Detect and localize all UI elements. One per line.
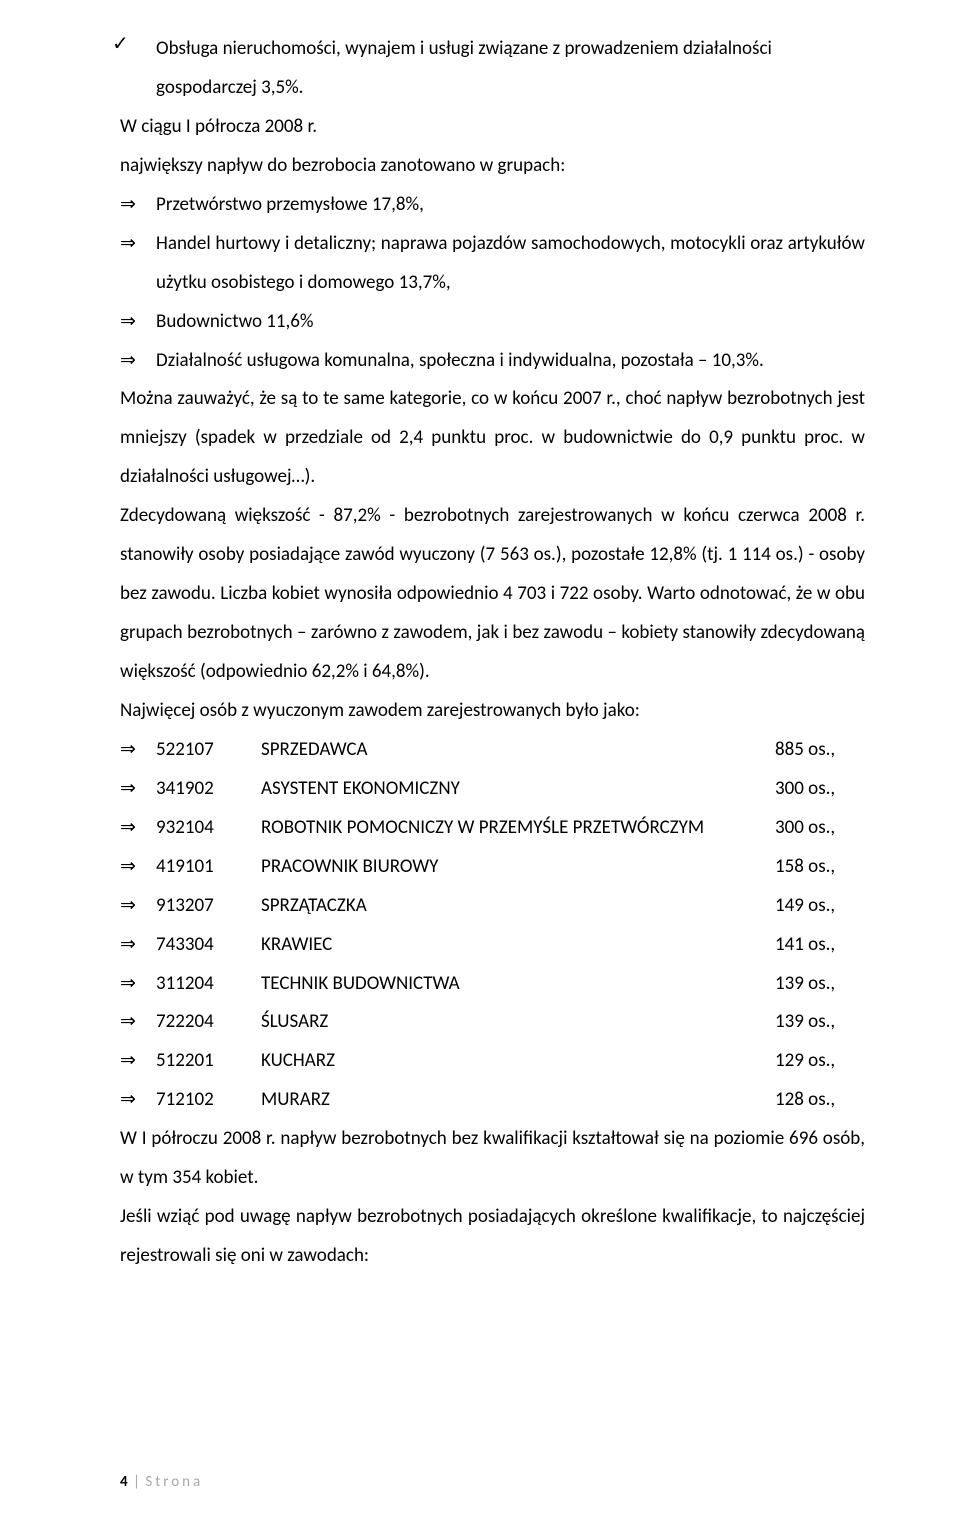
occupation-row: ⇒ 932104ROBOTNIK POMOCNICZY W PRZEMYŚLE P… [120, 809, 865, 848]
arrow-right-icon: ⇒ [120, 225, 136, 264]
checklist-item: ✓ Obsługa nieruchomości, wynajem i usług… [120, 30, 865, 69]
occupation-code: 743304 [156, 926, 261, 965]
occupation-code: 311204 [156, 965, 261, 1004]
occupation-count: 885 os., [775, 731, 865, 770]
arrow-right-icon: ⇒ [120, 848, 136, 887]
arrow-right-icon: ⇒ [120, 926, 136, 965]
occupation-name: KUCHARZ [261, 1042, 775, 1081]
occupation-code: 512201 [156, 1042, 261, 1081]
arrow-right-icon: ⇒ [120, 1042, 136, 1081]
document-page: ✓ Obsługa nieruchomości, wynajem i usług… [0, 0, 960, 1513]
occupation-row: ⇒ 722204ŚLUSARZ139 os., [120, 1003, 865, 1042]
occupations-intro: Najwięcej osób z wyuczonym zawodem zarej… [120, 692, 865, 731]
bullet-text: Budownictwo 11,6% [156, 310, 314, 333]
occupation-count: 149 os., [775, 887, 865, 926]
footer-label: Strona [145, 1473, 203, 1491]
occupation-row: ⇒ 512201KUCHARZ129 os., [120, 1042, 865, 1081]
page-number: 4 [120, 1473, 128, 1491]
occupation-name: MURARZ [261, 1081, 775, 1120]
occupation-name: ASYSTENT EKONOMICZNY [261, 770, 775, 809]
footer-separator: | [133, 1473, 140, 1491]
bullet-text: Przetwórstwo przemysłowe 17,8%, [156, 193, 424, 216]
arrow-right-icon: ⇒ [120, 186, 136, 225]
occupation-name: PRACOWNIK BIUROWY [261, 848, 775, 887]
arrow-right-icon: ⇒ [120, 303, 136, 342]
occupation-name: ROBOTNIK POMOCNICZY W PRZEMYŚLE PRZETWÓR… [261, 809, 775, 848]
occupation-name: SPRZEDAWCA [261, 731, 775, 770]
occupation-count: 300 os., [775, 809, 865, 848]
occupation-row: ⇒ 419101PRACOWNIK BIUROWY158 os., [120, 848, 865, 887]
occupation-count: 141 os., [775, 926, 865, 965]
arrow-right-icon: ⇒ [120, 1003, 136, 1042]
occupations-list: ⇒ 522107SPRZEDAWCA885 os., ⇒ 341902ASYSTENT… [120, 731, 865, 1120]
arrow-right-icon: ⇒ [120, 1081, 136, 1120]
inflow-bullet-4: ⇒ Działalność usługowa komunalna, społec… [120, 342, 865, 381]
occupation-count: 139 os., [775, 1003, 865, 1042]
occupation-count: 300 os., [775, 770, 865, 809]
occupation-count: 158 os., [775, 848, 865, 887]
occupation-row: ⇒ 522107SPRZEDAWCA885 os., [120, 731, 865, 770]
occupation-row: ⇒ 743304KRAWIEC141 os., [120, 926, 865, 965]
occupation-row: ⇒ 311204TECHNIK BUDOWNICTWA139 os., [120, 965, 865, 1004]
occupation-count: 139 os., [775, 965, 865, 1004]
arrow-right-icon: ⇒ [120, 887, 136, 926]
occupation-code: 419101 [156, 848, 261, 887]
bullet-text: Działalność usługowa komunalna, społeczn… [156, 349, 764, 372]
paragraph-inflow-intro: największy napływ do bezrobocia zanotowa… [120, 147, 865, 186]
arrow-right-icon: ⇒ [120, 965, 136, 1004]
inflow-bullet-1: ⇒ Przetwórstwo przemysłowe 17,8%, [120, 186, 865, 225]
occupation-code: 522107 [156, 731, 261, 770]
paragraph-with-qualifications: Jeśli wziąć pod uwagę napływ bezrobotnyc… [120, 1198, 865, 1276]
occupation-name: ŚLUSARZ [261, 1003, 775, 1042]
occupation-count: 129 os., [775, 1042, 865, 1081]
inflow-bullet-2: ⇒ Handel hurtowy i detaliczny; naprawa p… [120, 225, 865, 303]
arrow-right-icon: ⇒ [120, 809, 136, 848]
occupation-row: ⇒ 712102MURARZ128 os., [120, 1081, 865, 1120]
occupation-count: 128 os., [775, 1081, 865, 1120]
occupation-row: ⇒ 341902ASYSTENT EKONOMICZNY300 os., [120, 770, 865, 809]
arrow-right-icon: ⇒ [120, 770, 136, 809]
inflow-bullet-3: ⇒ Budownictwo 11,6% [120, 303, 865, 342]
occupation-code: 712102 [156, 1081, 261, 1120]
occupation-row: ⇒ 913207SPRZĄTACZKA149 os., [120, 887, 865, 926]
page-footer: 4 | Strona [120, 1473, 203, 1491]
checklist-text-line-1: Obsługa nieruchomości, wynajem i usługi … [156, 37, 772, 60]
paragraph-no-qualifications: W I półroczu 2008 r. napływ bezrobotnych… [120, 1120, 865, 1198]
occupation-name: SPRZĄTACZKA [261, 887, 775, 926]
bullet-text: Handel hurtowy i detaliczny; naprawa poj… [156, 232, 865, 294]
occupation-code: 722204 [156, 1003, 261, 1042]
arrow-right-icon: ⇒ [120, 342, 136, 381]
checklist-text-line-2: gospodarczej 3,5%. [120, 69, 865, 108]
checkmark-icon: ✓ [112, 34, 129, 54]
paragraph-period: W ciągu I półrocza 2008 r. [120, 108, 865, 147]
occupation-code: 341902 [156, 770, 261, 809]
occupation-code: 913207 [156, 887, 261, 926]
occupation-name: TECHNIK BUDOWNICTWA [261, 965, 775, 1004]
arrow-right-icon: ⇒ [120, 731, 136, 770]
occupation-code: 932104 [156, 809, 261, 848]
analysis-paragraph: Można zauważyć, że są to te same kategor… [120, 380, 865, 692]
occupation-name: KRAWIEC [261, 926, 775, 965]
